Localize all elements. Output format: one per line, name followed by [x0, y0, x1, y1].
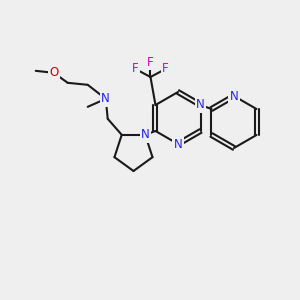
Text: F: F [147, 56, 154, 68]
Text: N: N [141, 128, 150, 141]
Text: F: F [162, 62, 169, 76]
Text: N: N [101, 92, 110, 105]
Text: N: N [196, 98, 205, 112]
Text: F: F [132, 62, 139, 76]
Text: N: N [174, 137, 182, 151]
Text: N: N [230, 89, 238, 103]
Text: O: O [49, 66, 58, 79]
